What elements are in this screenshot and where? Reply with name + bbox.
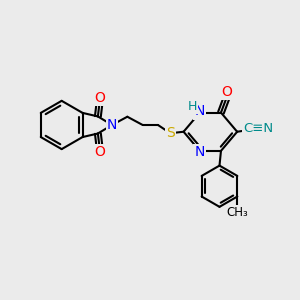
Text: S: S [166,126,175,140]
Text: N: N [107,118,117,132]
Text: O: O [221,85,232,99]
Text: N: N [195,104,205,118]
Text: CH₃: CH₃ [226,206,248,219]
Text: O: O [94,146,105,159]
Text: C≡N: C≡N [243,122,274,135]
Text: N: N [195,145,205,159]
Text: O: O [94,91,105,105]
Text: H: H [188,100,197,112]
